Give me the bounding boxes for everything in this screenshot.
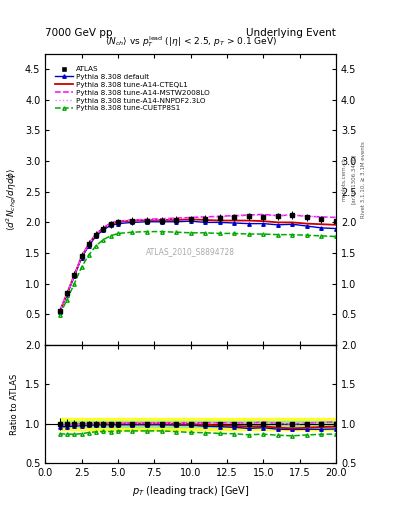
Text: ATLAS_2010_S8894728: ATLAS_2010_S8894728 (146, 247, 235, 257)
Y-axis label: Ratio to ATLAS: Ratio to ATLAS (10, 374, 19, 435)
Text: 7000 GeV pp: 7000 GeV pp (45, 28, 113, 38)
Text: mcplots.cern.ch: mcplots.cern.ch (342, 157, 346, 201)
X-axis label: $p_T$ (leading track) [GeV]: $p_T$ (leading track) [GeV] (132, 484, 249, 498)
Y-axis label: $\langle d^{2} N_{chg}/d\eta d\phi \rangle$: $\langle d^{2} N_{chg}/d\eta d\phi \rang… (5, 168, 19, 231)
Legend: ATLAS, Pythia 8.308 default, Pythia 8.308 tune-A14-CTEQL1, Pythia 8.308 tune-A14: ATLAS, Pythia 8.308 default, Pythia 8.30… (52, 63, 213, 114)
Text: Rivet 3.1.10, ≥ 3.1M events: Rivet 3.1.10, ≥ 3.1M events (361, 141, 366, 218)
Text: [arXiv:1306.3436]: [arXiv:1306.3436] (351, 154, 356, 204)
Text: Underlying Event: Underlying Event (246, 28, 336, 38)
Text: $\langle N_{ch}\rangle$ vs $p_T^{\mathrm{lead}}$ ($|\eta|$ < 2.5, $p_T$ > 0.1 Ge: $\langle N_{ch}\rangle$ vs $p_T^{\mathrm… (105, 34, 277, 49)
